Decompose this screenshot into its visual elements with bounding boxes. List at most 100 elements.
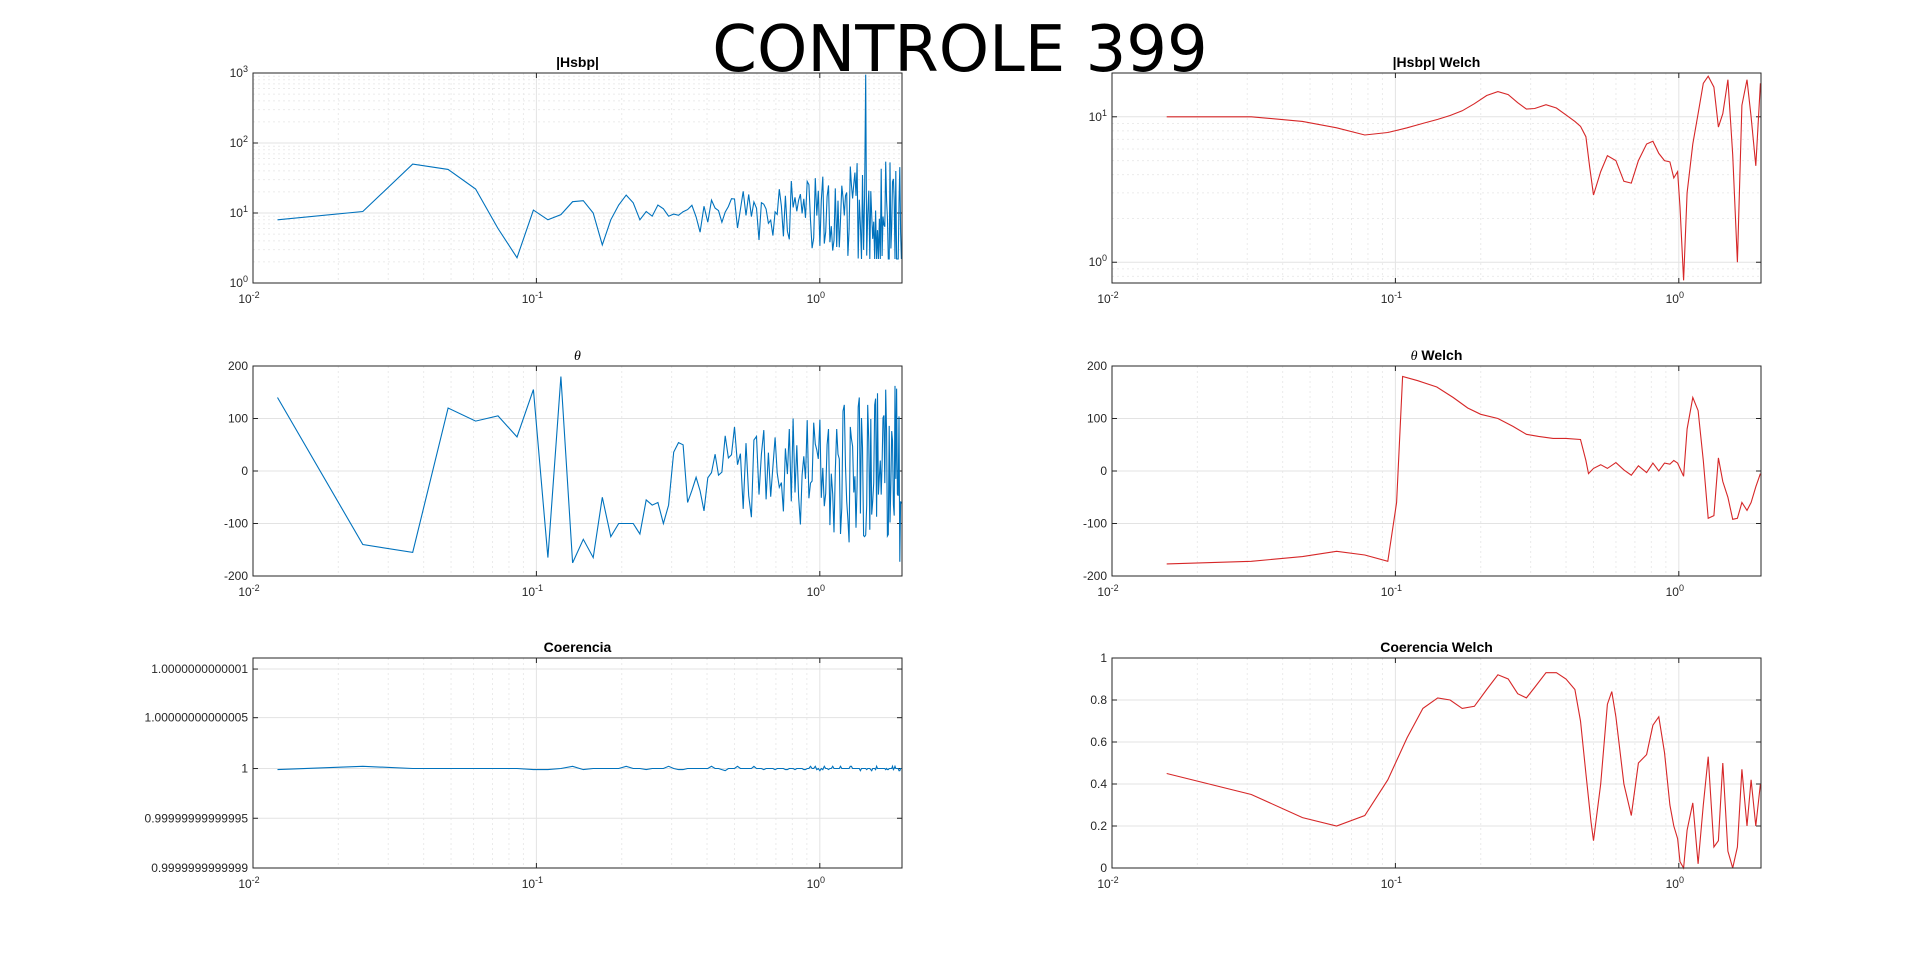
y-tick-label: 1 [1100,651,1107,665]
plot-area [253,658,902,868]
x-tick-exponent: -2 [252,290,260,300]
x-tick-exponent: -1 [1394,290,1402,300]
x-tick-exponent: -2 [1111,875,1119,885]
x-tick-exponent: -1 [535,290,543,300]
x-tick-exponent: 0 [1679,583,1684,593]
x-tick-label: 100 [807,583,825,599]
subplot-title: Coerencia [544,639,612,655]
x-tick-exponent: -2 [1111,583,1119,593]
x-tick-label: 10-1 [522,875,543,891]
subplot-title: θ Welch [1411,347,1463,364]
axes-box [1111,365,1762,577]
x-tick-exponent: -1 [535,583,543,593]
x-tick-label: 100 [1666,583,1684,599]
y-tick-label: 101 [1089,108,1107,124]
series-line-1 [1166,75,1761,281]
y-tick-label: 0 [1100,464,1107,478]
x-tick-exponent: -1 [535,875,543,885]
title-rest: Welch [1418,347,1463,363]
y-tick-label: 100 [228,412,248,426]
y-tick-exponent: 0 [1102,253,1107,263]
y-tick-label: 0.9999999999999 [151,861,248,875]
subplot-title: |Hsbp| Welch [1393,54,1481,70]
x-tick-exponent: -2 [252,875,260,885]
series-line-1 [1166,375,1761,565]
y-tick-label: 0 [1100,861,1107,875]
plot-area [1112,73,1761,283]
theta-symbol: θ [1411,349,1418,364]
x-tick-label: 10-2 [1097,290,1118,306]
x-tick-label: 10-2 [238,583,259,599]
y-tick-label: -100 [1083,517,1107,531]
x-tick-label: 10-1 [522,583,543,599]
y-tick-exponent: 1 [243,204,248,214]
series-line-1 [277,376,902,564]
y-tick-label: 101 [230,204,248,220]
plot-area [1112,658,1761,868]
plot-area [253,73,902,283]
y-tick-label: 0.6 [1090,735,1107,749]
y-tick-label: 1.0000000000001 [151,662,248,676]
x-tick-exponent: 0 [820,875,825,885]
subplot-title: Coerencia Welch [1380,639,1493,655]
axes-box [1111,657,1762,869]
x-tick-exponent: -1 [1394,583,1402,593]
x-tick-label: 10-1 [1381,583,1402,599]
x-tick-label: 10-2 [1097,875,1118,891]
subplot-title: θ [574,349,581,364]
theta-symbol: θ [574,349,581,364]
x-tick-exponent: -2 [1111,290,1119,300]
y-tick-label: 103 [230,64,248,80]
y-tick-label: 102 [230,134,248,150]
y-tick-label: -200 [224,569,248,583]
x-tick-exponent: 0 [820,583,825,593]
y-tick-label: -100 [224,517,248,531]
y-tick-exponent: 1 [1102,108,1107,118]
x-tick-exponent: -1 [1394,875,1402,885]
x-tick-label: 10-2 [238,290,259,306]
series-line-1 [277,764,902,772]
y-tick-label: 0.2 [1090,819,1107,833]
y-tick-label: 1.00000000000005 [145,711,249,725]
y-tick-label: 200 [1087,359,1107,373]
y-tick-label: 1 [241,762,248,776]
x-tick-label: 10-2 [238,875,259,891]
y-tick-label: 0.8 [1090,693,1107,707]
y-tick-label: 0.4 [1090,777,1107,791]
x-tick-label: 10-2 [1097,583,1118,599]
y-tick-exponent: 3 [243,64,248,74]
x-tick-label: 10-1 [1381,290,1402,306]
axes-box [252,365,903,577]
axes-box [252,72,903,284]
x-tick-label: 100 [807,290,825,306]
y-tick-label: 0 [241,464,248,478]
x-tick-label: 10-1 [1381,875,1402,891]
axes-box [1111,72,1762,284]
x-tick-exponent: -2 [252,583,260,593]
y-tick-exponent: 2 [243,134,248,144]
x-tick-label: 100 [807,875,825,891]
y-tick-label: -200 [1083,569,1107,583]
x-tick-label: 100 [1666,290,1684,306]
x-tick-exponent: 0 [1679,290,1684,300]
axes-box [252,657,903,869]
subplot-title: |Hsbp| [556,54,599,70]
x-tick-exponent: 0 [820,290,825,300]
x-tick-label: 100 [1666,875,1684,891]
y-tick-label: 200 [228,359,248,373]
x-tick-label: 10-1 [522,290,543,306]
y-tick-label: 100 [1087,412,1107,426]
subplot-6: 0 0.2 0.4 0.6 0.8 1 10-2 10-1 100 Coerencia Welch [1090,639,1762,891]
y-tick-label: 100 [1089,253,1107,269]
y-tick-label: 100 [230,274,248,290]
subplot-5: 0.9999999999999 0.99999999999995 1 1.000000… [145,639,903,891]
x-tick-exponent: 0 [1679,875,1684,885]
y-tick-label: 0.99999999999995 [145,811,249,825]
series-line-1 [277,74,902,260]
series-line-1 [1166,672,1761,870]
